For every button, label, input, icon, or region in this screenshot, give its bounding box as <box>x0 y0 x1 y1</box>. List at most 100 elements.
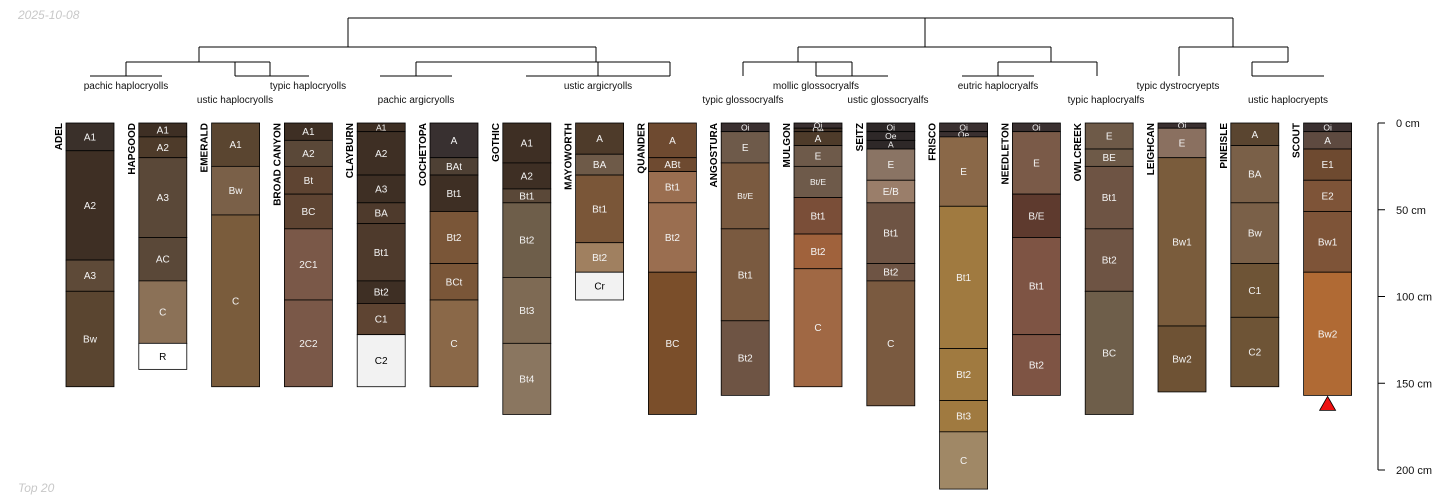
group-label: ustic haplocryolls <box>197 95 273 106</box>
horizon-Bt1 <box>1012 237 1061 336</box>
horizon-label: Bt/E <box>810 177 826 187</box>
horizon-label: A <box>1251 130 1258 141</box>
horizon-Bt3 <box>502 277 552 344</box>
horizon-label: A <box>669 136 676 147</box>
horizon-Bt2 <box>648 202 697 273</box>
horizon-label: Bt2 <box>810 247 825 258</box>
horizon-label: E <box>960 167 967 178</box>
horizon-Bt4 <box>502 342 552 415</box>
horizon-Bw <box>211 165 261 216</box>
horizon-Bt1 <box>793 197 843 235</box>
horizon-label: C <box>450 339 457 350</box>
horizon-label: Bt1 <box>883 229 898 240</box>
horizon-label: A2 <box>302 149 315 160</box>
horizon-A2 <box>65 150 115 261</box>
horizon-Bt1 <box>648 171 697 204</box>
horizon-label: Bw <box>83 335 98 346</box>
group-label: mollic glossocryalfs <box>773 81 859 92</box>
horizon-label: 2C2 <box>299 339 318 350</box>
horizon-E <box>720 131 770 164</box>
horizon-label: A1 <box>302 127 315 138</box>
horizon-label: BA <box>1248 170 1262 181</box>
horizon-label: E1 <box>1321 160 1334 171</box>
horizon-label: Bw2 <box>1172 354 1192 365</box>
horizon-A <box>648 122 697 159</box>
horizon-label: C2 <box>1248 348 1261 359</box>
horizon-A3 <box>65 259 115 292</box>
horizon-Bw <box>65 290 115 388</box>
profile-name: SEITZ <box>855 123 866 151</box>
horizon-label: A1 <box>157 125 170 136</box>
horizon-Bt1 <box>429 174 479 212</box>
horizon-label: R <box>159 352 166 363</box>
horizon-label: BCt <box>446 277 463 288</box>
horizon-A3 <box>356 174 406 204</box>
horizon-label: A <box>451 136 458 147</box>
horizon-label: Bw1 <box>1318 237 1338 248</box>
horizon-label: Bt2 <box>446 233 461 244</box>
horizon-label: Oi <box>1032 122 1041 132</box>
horizon-E <box>1012 131 1061 195</box>
horizon-Bw2 <box>1157 325 1207 393</box>
horizon-label: Bt2 <box>592 253 607 264</box>
horizon-label: Bt2 <box>519 236 534 247</box>
horizon-label: Oe <box>885 131 897 141</box>
horizon-label: BE <box>1103 153 1117 164</box>
horizon-label: Bw1 <box>1172 237 1192 248</box>
horizon-BA <box>1230 145 1280 204</box>
horizon-label: C1 <box>375 315 388 326</box>
horizon-label: Bw <box>1248 229 1263 240</box>
horizon-Bw1 <box>1157 157 1207 327</box>
horizon-label: Oe <box>958 129 970 139</box>
group-label: ustic glossocryalfs <box>847 95 928 106</box>
group-label: ustic argicryolls <box>564 81 632 92</box>
horizon-label: Bt <box>304 176 314 187</box>
horizon-label: E/B <box>883 187 899 198</box>
horizon-label: A <box>596 134 603 145</box>
horizon-A1 <box>502 122 552 164</box>
horizon-Bt2 <box>1012 334 1061 396</box>
horizon-label: A1 <box>229 140 242 151</box>
horizon-E <box>939 136 988 207</box>
group-label: typic dystrocryepts <box>1137 81 1220 92</box>
horizon-Bt <box>283 165 333 195</box>
horizon-label: Bt1 <box>810 211 825 222</box>
group-label: pachic argicryolls <box>378 95 455 106</box>
horizon-Cr <box>575 271 624 301</box>
profile-name: QUANDER <box>636 122 647 173</box>
horizon-BC <box>1084 290 1134 415</box>
profile-name: EMERALD <box>200 123 211 172</box>
horizon-label: Bt2 <box>1029 361 1044 372</box>
horizon-label: E <box>815 151 822 162</box>
horizon-label: Bt1 <box>374 248 389 259</box>
horizon-2C1 <box>283 228 333 301</box>
horizon-A3 <box>138 157 188 238</box>
profile-name: COCHETOPA <box>418 123 429 186</box>
horizon-label: BAt <box>446 162 462 173</box>
profile-name: FRISCO <box>928 123 939 161</box>
horizon-label: Bt4 <box>519 374 534 385</box>
horizon-label: E <box>1179 138 1186 149</box>
horizon-C <box>939 431 988 490</box>
horizon-label: A <box>888 140 894 150</box>
horizon-E <box>866 148 916 181</box>
horizon-label: Cr <box>594 282 605 293</box>
horizon-2C2 <box>283 299 333 388</box>
horizon-Bt2 <box>502 202 552 278</box>
profile-name: PINEISLE <box>1219 123 1230 169</box>
horizon-label: A <box>1324 136 1331 147</box>
depth-tick-label: 50 cm <box>1396 205 1426 217</box>
horizon-label: Oi <box>1178 121 1187 131</box>
horizon-Bt2 <box>939 348 988 401</box>
profile-name: LEIGHCAN <box>1146 123 1157 175</box>
group-label: typic glossocryalfs <box>702 95 783 106</box>
profile-name: OWLCREEK <box>1073 122 1084 181</box>
horizon-label: A1 <box>521 138 534 149</box>
horizon-label: A1 <box>376 122 387 132</box>
horizon-label: Bt1 <box>1029 282 1044 293</box>
horizon-label: Bt2 <box>956 370 971 381</box>
horizon-label: C <box>814 323 821 334</box>
profile-name: ANGOSTURA <box>709 123 720 187</box>
horizon-C <box>866 280 916 407</box>
horizon-label: BA <box>593 160 607 171</box>
